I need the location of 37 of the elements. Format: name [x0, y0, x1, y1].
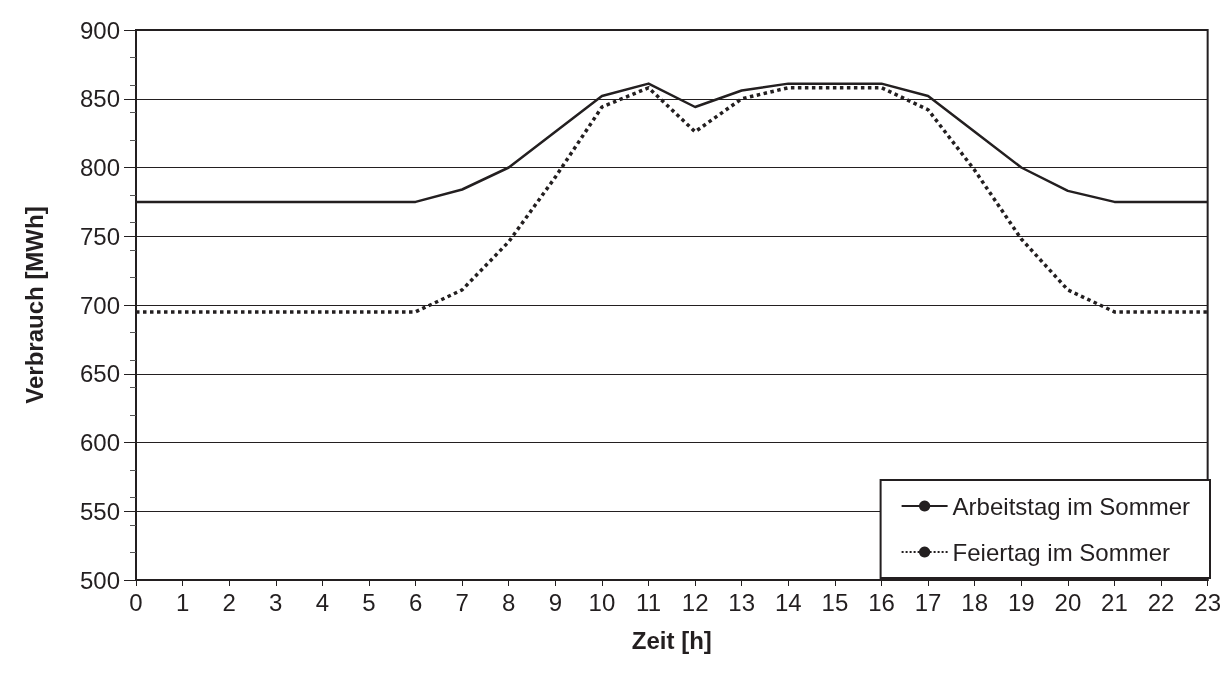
- y-tick-label: 650: [79, 360, 120, 388]
- x-tick-label: 17: [914, 588, 942, 616]
- x-tick-label: 12: [681, 588, 709, 616]
- x-tick-label: 5: [362, 588, 376, 616]
- y-tick-label: 900: [79, 16, 120, 44]
- x-tick-label: 22: [1147, 588, 1175, 616]
- x-tick-label: 21: [1101, 588, 1128, 616]
- y-tick-label: 500: [79, 566, 120, 594]
- x-tick-label: 23: [1194, 588, 1221, 616]
- x-tick-label: 14: [774, 588, 802, 616]
- x-tick-label: 13: [728, 588, 756, 616]
- x-tick-label: 7: [455, 588, 469, 616]
- x-tick-label: 8: [502, 588, 516, 616]
- x-tick-label: 16: [868, 588, 895, 616]
- x-tick-label: 6: [408, 588, 423, 616]
- legend-label: Arbeitstag im Sommer: [952, 492, 1191, 520]
- y-tick-label: 600: [79, 429, 120, 456]
- x-tick-label: 3: [269, 588, 283, 616]
- y-tick-label: 750: [79, 222, 120, 250]
- x-tick-label: 15: [821, 588, 849, 616]
- y-axis-title: Verbrauch [MWh]: [20, 206, 48, 404]
- y-tick-label: 550: [79, 497, 120, 525]
- legend-label: Feiertag im Sommer: [952, 538, 1170, 566]
- y-tick-label: 800: [79, 154, 120, 181]
- x-tick-label: 11: [636, 588, 661, 616]
- x-tick-label: 9: [548, 588, 563, 616]
- x-tick-label: 20: [1054, 588, 1082, 616]
- y-tick-label: 850: [79, 85, 120, 113]
- y-tick-label: 700: [79, 291, 120, 319]
- x-tick-label: 10: [588, 588, 616, 616]
- x-tick-label: 2: [222, 588, 236, 616]
- x-tick-label: 4: [315, 588, 330, 616]
- x-tick-label: 18: [961, 588, 989, 616]
- x-tick-label: 19: [1007, 588, 1035, 616]
- x-tick-label: 0: [129, 588, 143, 616]
- x-tick-label: 1: [175, 588, 190, 616]
- x-axis-title: Zeit [h]: [631, 626, 712, 654]
